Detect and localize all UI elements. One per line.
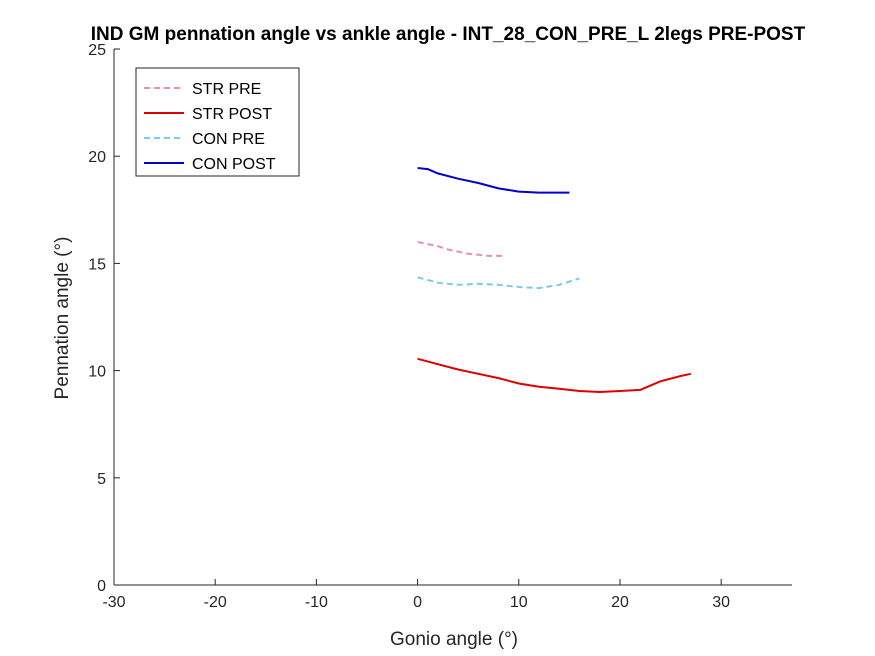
y-tick-label: 0 [97, 578, 106, 595]
x-tick-label: 10 [510, 594, 528, 611]
series-line-str-post [417, 357, 692, 393]
y-axis-label: Pennation angle (°) [52, 237, 73, 400]
legend: STR PRE STR POST CON PRE CON POST [135, 67, 300, 177]
legend-box [135, 67, 300, 177]
legend-label: STR POST [192, 106, 272, 123]
y-tick-label: 15 [88, 256, 106, 273]
chart-title: IND GM pennation angle vs ankle angle - … [91, 24, 806, 45]
x-tick-label: 20 [611, 594, 629, 611]
y-tick-label: 10 [88, 364, 106, 381]
y-tick-label: 25 [88, 42, 106, 59]
series-line-con-pre [417, 276, 580, 290]
x-tick-label: -30 [102, 594, 125, 611]
plot-area: -30 -20 -10 0 10 20 30 0 5 10 15 20 25 [88, 42, 792, 611]
x-tick-label: -10 [305, 594, 328, 611]
series-line-str-pre [417, 241, 504, 257]
legend-label: CON PRE [192, 131, 265, 148]
y-tick-label: 5 [97, 471, 106, 488]
x-axis-label: Gonio angle (°) [390, 629, 518, 650]
x-tick-label: 0 [413, 594, 422, 611]
legend-label: STR PRE [192, 81, 261, 98]
x-tick-label: 30 [712, 594, 730, 611]
series-line-con-post [417, 167, 570, 194]
x-tick-label: -20 [204, 594, 227, 611]
legend-label: CON POST [192, 156, 276, 173]
y-tick-label: 20 [88, 149, 106, 166]
